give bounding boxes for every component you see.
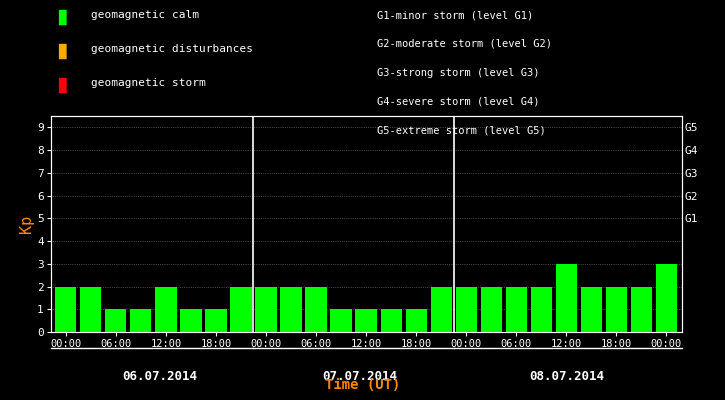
Bar — [531, 286, 552, 332]
Bar — [181, 309, 202, 332]
Bar — [381, 309, 402, 332]
Text: G5-extreme storm (level G5): G5-extreme storm (level G5) — [377, 125, 546, 135]
Text: G1-minor storm (level G1): G1-minor storm (level G1) — [377, 10, 534, 20]
Bar — [355, 309, 377, 332]
Bar — [130, 309, 152, 332]
Text: geomagnetic storm: geomagnetic storm — [91, 78, 205, 88]
Text: geomagnetic calm: geomagnetic calm — [91, 10, 199, 20]
Bar — [80, 286, 102, 332]
Bar — [231, 286, 252, 332]
Bar — [331, 309, 352, 332]
Bar — [405, 309, 427, 332]
Text: █: █ — [58, 44, 65, 60]
Bar — [431, 286, 452, 332]
Text: █: █ — [58, 78, 65, 94]
Bar — [105, 309, 126, 332]
Bar — [656, 264, 677, 332]
Bar — [205, 309, 227, 332]
Bar — [255, 286, 277, 332]
Text: 08.07.2014: 08.07.2014 — [529, 370, 604, 383]
Bar — [505, 286, 527, 332]
Bar — [281, 286, 302, 332]
Bar — [155, 286, 176, 332]
Bar — [606, 286, 627, 332]
Bar — [455, 286, 477, 332]
Text: geomagnetic disturbances: geomagnetic disturbances — [91, 44, 252, 54]
Bar — [305, 286, 327, 332]
Text: Time (UT): Time (UT) — [325, 378, 400, 392]
Y-axis label: Kp: Kp — [20, 215, 34, 233]
Text: █: █ — [58, 10, 65, 26]
Bar — [581, 286, 602, 332]
Bar — [631, 286, 652, 332]
Text: G3-strong storm (level G3): G3-strong storm (level G3) — [377, 68, 539, 78]
Text: G2-moderate storm (level G2): G2-moderate storm (level G2) — [377, 39, 552, 49]
Bar — [55, 286, 76, 332]
Text: 06.07.2014: 06.07.2014 — [122, 370, 197, 383]
Text: G4-severe storm (level G4): G4-severe storm (level G4) — [377, 96, 539, 106]
Bar — [481, 286, 502, 332]
Text: 07.07.2014: 07.07.2014 — [323, 370, 397, 383]
Bar — [556, 264, 577, 332]
